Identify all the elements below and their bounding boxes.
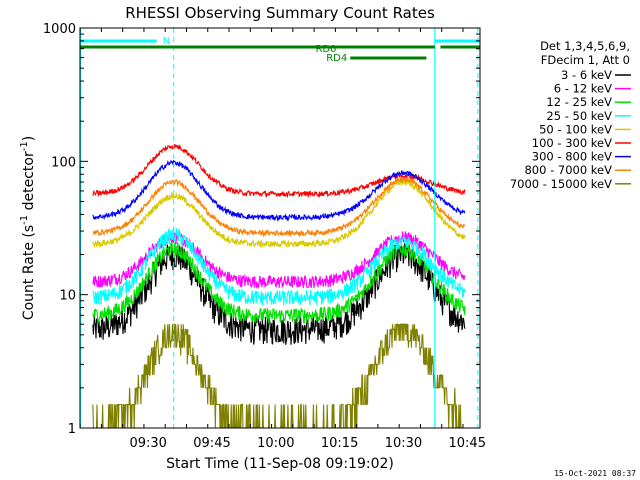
series-800-7000-kev	[92, 176, 466, 238]
y-tick-label: 1000	[43, 22, 76, 37]
y-axis-label-end: )	[21, 136, 37, 141]
x-tick-label: 10:45	[449, 436, 486, 451]
plot-frame	[79, 27, 481, 429]
chart-title: RHESSI Observing Summary Count Rates	[125, 4, 435, 22]
y-tick-label: 10	[59, 289, 76, 304]
y-axis-label-mid: detector	[21, 151, 37, 215]
legend-label: 800 - 7000 keV	[524, 163, 612, 177]
legend-header-line-1: Det 1,3,4,5,6,9,	[540, 39, 630, 53]
flag-label-rd4: RD4	[326, 53, 347, 64]
series-25-50-kev	[92, 227, 466, 307]
x-tick-label: 10:15	[321, 436, 358, 451]
y-axis-label: Count Rate (s-1 detector-1)	[19, 136, 37, 320]
x-tick-label: 09:45	[193, 436, 230, 451]
legend-label: 3 - 6 keV	[561, 68, 612, 82]
legend-label: 50 - 100 keV	[539, 122, 612, 136]
series-layer	[92, 144, 466, 429]
x-tick-label: 10:00	[257, 436, 294, 451]
series-12-25-kev	[92, 241, 466, 325]
legend: Det 1,3,4,5,6,9, FDecim 1, Att 0 3 - 6 k…	[510, 39, 631, 191]
series-3-6-kev	[92, 242, 466, 345]
legend-label: 25 - 50 keV	[546, 109, 612, 123]
x-axis-ticks: 09:30 09:45 10:00 10:15 10:30 10:45	[79, 28, 486, 451]
y-axis-label-main: Count Rate (s	[21, 225, 37, 320]
series-300-800-kev	[92, 159, 466, 223]
legend-label: 300 - 800 keV	[532, 150, 612, 164]
y-tick-label: 1	[68, 422, 76, 437]
legend-header-line-2: FDecim 1, Att 0	[541, 53, 630, 67]
reference-lines	[79, 28, 479, 428]
legend-label: 12 - 25 keV	[546, 95, 612, 109]
y-axis-label-sup2: -1	[19, 141, 30, 151]
legend-label: 6 - 12 keV	[554, 82, 612, 96]
series-100-300-kev	[92, 144, 466, 199]
legend-label: 100 - 300 keV	[532, 136, 612, 150]
x-tick-label: 09:30	[129, 436, 166, 451]
x-axis-label: Start Time (11-Sep-08 09:19:02)	[166, 456, 394, 472]
series-50-100-kev	[92, 179, 466, 249]
y-tick-label: 100	[51, 155, 76, 170]
y-axis-label-sup1: -1	[19, 215, 30, 225]
flag-label-n: N	[163, 36, 170, 47]
flag-label-rd0: RD0	[315, 44, 336, 55]
y-axis-ticks: 1 10 100 1000	[43, 22, 480, 437]
x-tick-label: 10:30	[385, 436, 422, 451]
timestamp: 15-Oct-2021 08:37	[554, 469, 636, 478]
legend-label: 7000 - 15000 keV	[510, 177, 612, 191]
